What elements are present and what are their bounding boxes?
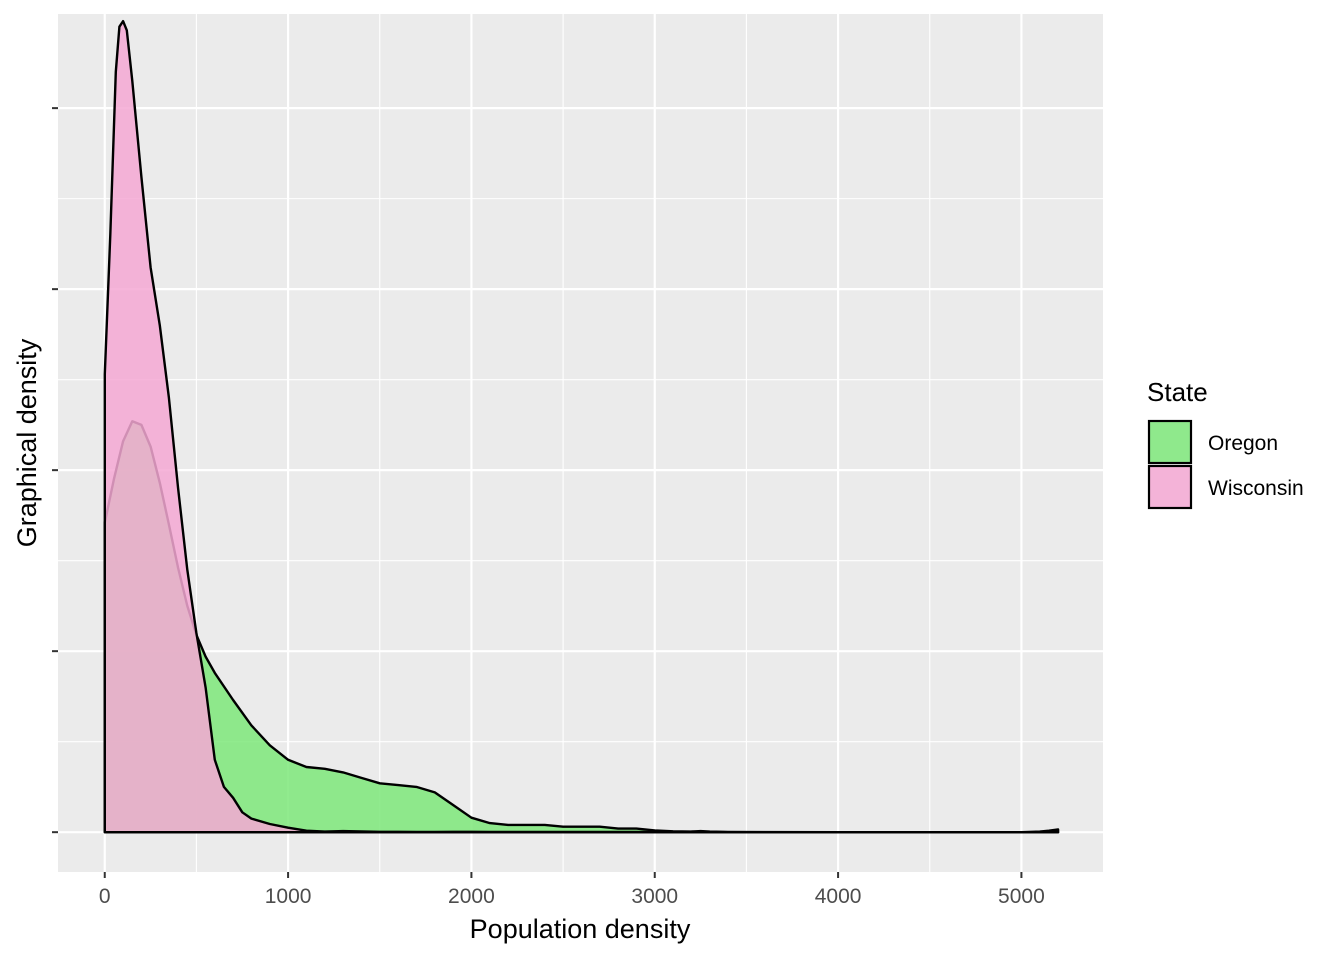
legend-key-oregon: [1147, 419, 1193, 465]
density-area-wisconsin: [103, 20, 1060, 834]
x-tick-label: 0: [99, 885, 111, 908]
legend-label-wisconsin: Wisconsin: [1208, 477, 1304, 500]
minor-gridlines: [58, 14, 1103, 872]
x-tick-label: 1000: [265, 885, 312, 908]
legend-items: Oregon Wisconsin: [1147, 419, 1304, 510]
x-axis: 0 1000 2000 3000 4000 5000: [99, 872, 1045, 908]
density-areas: [103, 20, 1060, 834]
legend: State Oregon Wisconsin: [1147, 377, 1304, 510]
x-tick-label: 5000: [998, 885, 1045, 908]
x-axis-title: Population density: [470, 914, 691, 944]
y-axis: [52, 107, 58, 834]
legend-key-wisconsin: [1147, 464, 1193, 510]
y-axis-title: Graphical density: [12, 338, 42, 547]
x-tick-label: 3000: [631, 885, 678, 908]
x-tick-label: 4000: [815, 885, 862, 908]
x-tick-label: 2000: [448, 885, 495, 908]
legend-title: State: [1147, 377, 1208, 407]
legend-label-oregon: Oregon: [1208, 432, 1278, 455]
